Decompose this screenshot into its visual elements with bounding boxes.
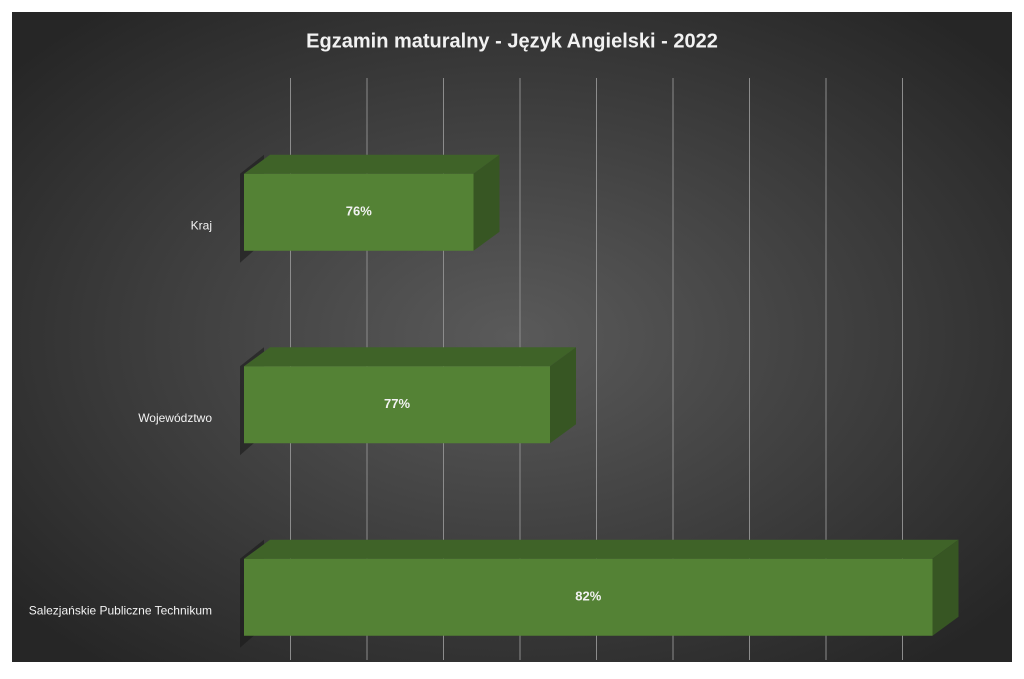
- bar: [244, 366, 550, 444]
- data-label: 82%: [575, 589, 601, 604]
- bar-top: [244, 539, 959, 559]
- bar-side: [473, 154, 500, 251]
- data-label: 76%: [346, 204, 372, 219]
- bar-top: [244, 154, 500, 174]
- bar-side: [550, 347, 576, 444]
- y-tick-label: Salezjańskie Publiczne Technikum: [29, 603, 212, 617]
- bar: [244, 558, 933, 636]
- y-tick-label: Kraj: [191, 218, 212, 232]
- data-label: 77%: [384, 396, 410, 411]
- chart-title: Egzamin maturalny - Język Angielski - 20…: [306, 30, 718, 52]
- y-tick-label: Województwo: [138, 411, 212, 425]
- bar: [244, 173, 474, 251]
- bar-top: [244, 347, 576, 367]
- bar-side: [932, 539, 959, 636]
